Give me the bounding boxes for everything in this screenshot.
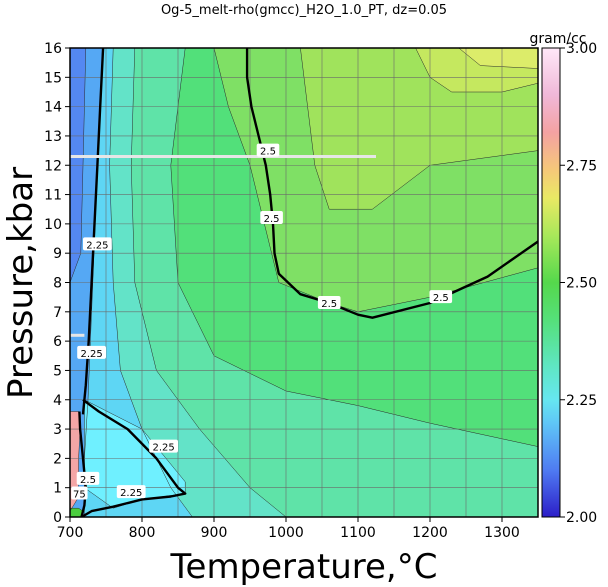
density-region-10 [84, 399, 186, 509]
y-tick-label: 4 [53, 393, 62, 409]
contour-label-3: 2.5 [429, 290, 453, 304]
y-tick-label: 7 [53, 305, 62, 321]
contour-label-bg [149, 439, 178, 453]
contour-label-bg [71, 486, 88, 500]
y-tick-label: 10 [44, 217, 62, 233]
contour-label-6: 2.25 [149, 439, 178, 454]
colorbar-tick-label: 2.00 [566, 510, 597, 526]
x-axis-title: Temperature,°C [170, 547, 438, 587]
y-tick-label: 0 [53, 510, 62, 526]
contour-label-9: 75 [71, 486, 88, 501]
contour-label-1: 2.5 [260, 211, 283, 225]
thin-contour-3 [70, 48, 193, 517]
contour-label-text: 2.5 [321, 299, 337, 310]
x-tick-label: 1100 [340, 525, 376, 541]
y-tick-label: 5 [53, 363, 62, 379]
y-tick-label: 6 [53, 334, 62, 350]
contour-label-bg [116, 485, 146, 499]
contour-labels: 2.5 2.5 2.5 2.5 2.25 2.25 2.25 2.25 2.5 75 [71, 143, 453, 501]
y-tick-label: 3 [53, 422, 62, 438]
thin-contour-12 [70, 507, 84, 517]
colorbar-tick-label: 3.00 [566, 41, 597, 57]
contour-label-4: 2.25 [82, 237, 112, 251]
y-tick-label: 15 [44, 70, 62, 86]
y-tick-label: 12 [44, 158, 62, 174]
contour-line-2.25-2 [80, 398, 187, 517]
contour-label-text: 2.25 [152, 443, 174, 454]
contour-label-text: 2.25 [120, 488, 142, 499]
contour-label-text: 75 [73, 490, 86, 501]
y-tick-label: 8 [53, 276, 62, 292]
contour-label-bg [429, 290, 453, 304]
thin-contour-2 [70, 48, 287, 517]
y-axis-title: Pressure,kbar [1, 167, 41, 399]
y-tick-label: 2 [53, 451, 62, 467]
contour-label-8: 2.5 [76, 471, 100, 486]
colorbar-unit-label: gram/cc [530, 31, 587, 47]
contour-label-text: 2.5 [264, 214, 280, 225]
x-tick-label: 900 [201, 525, 228, 541]
colorbar-tick-label: 2.75 [566, 158, 597, 174]
contour-label-2: 2.5 [317, 296, 341, 310]
x-tick-label: 700 [57, 525, 84, 541]
highlight-lines [70, 155, 376, 337]
colorbar-tick-label: 2.25 [566, 393, 597, 409]
contour-label-bg [77, 345, 106, 359]
colorbar-tick-label: 2.50 [566, 276, 597, 292]
y-tick-label: 13 [44, 129, 62, 145]
contour-label-text: 2.5 [433, 293, 449, 304]
contour-label-bg [76, 471, 100, 485]
x-tick-label: 1300 [484, 525, 520, 541]
y-tick-label: 9 [53, 246, 62, 262]
contour-line-2.25-1 [81, 48, 105, 415]
y-tick-label: 16 [44, 41, 62, 57]
contour-label-bg [256, 143, 280, 157]
contour-label-0: 2.5 [256, 143, 280, 158]
contour-label-text: 2.25 [80, 349, 102, 360]
chart-title: Og-5_melt-rho(gmcc)_H2O_1.0_PT, dz=0.05 [161, 3, 447, 18]
y-tick-label: 1 [53, 481, 62, 497]
colorbar [541, 47, 561, 518]
contour-label-bg [260, 211, 283, 225]
density-region-11 [70, 411, 81, 512]
contour-label-text: 2.5 [80, 475, 96, 486]
contour-label-text: 2.25 [86, 240, 108, 251]
x-tick-label: 1000 [268, 525, 304, 541]
colorbar-ticks: 2.00 2.25 2.50 2.75 3.00 [560, 41, 597, 526]
contour-label-text: 2.5 [260, 147, 276, 158]
thin-contour-7 [300, 48, 538, 210]
contour-label-bg [82, 237, 112, 251]
y-tick-label: 11 [44, 188, 62, 204]
x-axis-ticks: 700 800 900 1000 1100 1200 1300 [57, 517, 520, 541]
thin-contour-9 [458, 48, 538, 69]
contour-line-2.5-0 [245, 48, 538, 319]
y-tick-label: 14 [44, 100, 62, 116]
contour-label-5: 2.25 [77, 345, 106, 360]
x-tick-label: 800 [129, 525, 156, 541]
plot-gridlines [70, 48, 538, 517]
density-region-12 [70, 508, 83, 517]
contour-label-7: 2.25 [116, 485, 146, 499]
x-tick-label: 1200 [412, 525, 448, 541]
contour-label-bg [317, 296, 341, 310]
density-region-9 [458, 48, 538, 69]
